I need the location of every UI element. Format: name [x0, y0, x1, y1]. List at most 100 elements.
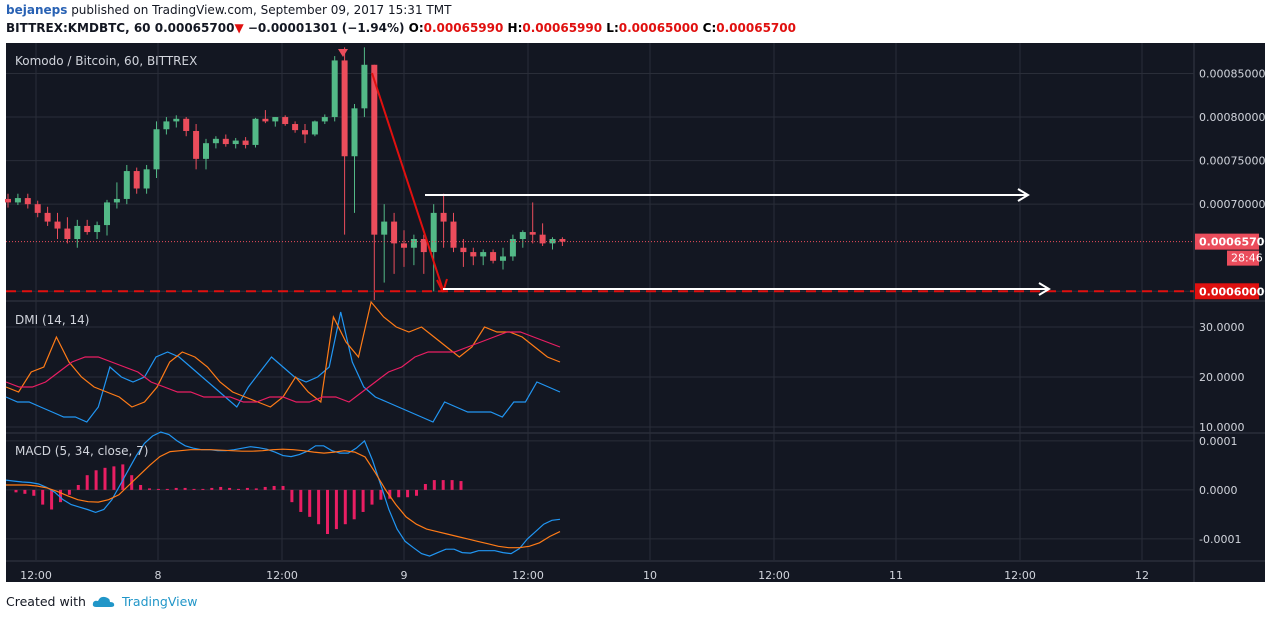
high-label: H: [507, 21, 523, 35]
candle-body [321, 117, 328, 122]
created-with-text: Created with [6, 594, 86, 609]
axes: 12:00 8 12:00 9 12:00 10 12:00 11 12:00 12 0.00085… [20, 67, 1270, 582]
chart-canvas[interactable]: Komodo / Bitcoin, 60, BITTREX DMI (14, 1… [0, 0, 1270, 590]
candle-body [252, 118, 259, 145]
last-price-badge [1195, 233, 1259, 250]
publish-line: bejaneps published on TradingView.com, S… [6, 3, 451, 17]
signal-line [6, 448, 561, 549]
candle-body [44, 212, 51, 222]
macd-histogram-bar [174, 487, 178, 490]
macd-histogram-bar [183, 487, 187, 490]
time-axis-tick: 12:00 [266, 569, 298, 582]
candle-body [371, 64, 378, 235]
macd-histogram-bar [254, 488, 258, 490]
macd-histogram-bar [50, 489, 54, 510]
macd-histogram-bar [210, 487, 214, 490]
candle-body [450, 221, 457, 248]
macd-histogram-bar [370, 489, 374, 505]
macd-histogram-bar [76, 484, 80, 490]
macd-histogram-bar [343, 489, 347, 525]
macd-histogram-bar [352, 489, 356, 520]
price-axis-tick: 0.00075000 [1199, 155, 1265, 168]
macd-histogram-bar [192, 488, 196, 490]
tradingview-link[interactable]: TradingView [121, 594, 198, 609]
time-axis-tick: 12:00 [512, 569, 544, 582]
candle-body [430, 212, 437, 253]
dmi-pane [5, 300, 561, 423]
macd-histogram-bar [450, 480, 454, 490]
macd-histogram-bar [441, 480, 445, 490]
dmi-pane-title: DMI (14, 14) [15, 313, 89, 327]
macd-histogram-bar [103, 467, 107, 490]
price-pane-title: Komodo / Bitcoin, 60, BITTREX [15, 54, 197, 68]
candle-body [54, 221, 61, 229]
dmi-axis-tick: 30.0000 [1199, 321, 1245, 334]
macd-histogram-bar [32, 489, 36, 496]
macd-histogram-bar [201, 488, 205, 490]
macd-histogram-bar [148, 488, 151, 490]
candle-body [490, 252, 497, 261]
macd-axis-tick: 0.0000 [1199, 484, 1238, 497]
candle-body [302, 130, 308, 135]
high-value: 0.00065990 [522, 21, 603, 35]
countdown-badge [1227, 250, 1259, 266]
macd-line [5, 431, 561, 557]
low-label: L: [606, 21, 619, 35]
open-value: 0.00065990 [423, 21, 504, 35]
candle-body [173, 118, 180, 122]
macd-histogram-bar [219, 486, 223, 490]
candle-body [480, 252, 487, 257]
price-change: −0.00001301 (−1.94%) [247, 21, 405, 35]
candle-body [133, 171, 140, 189]
candle-body [14, 198, 21, 203]
countdown-text: 28:46 [1231, 252, 1263, 265]
time-axis-tick: 12:00 [20, 569, 52, 582]
macd-histogram-bar [94, 470, 98, 490]
candle-body [232, 140, 239, 145]
macd-histogram-bar [432, 480, 436, 490]
macd-axis-tick: 0.0001 [1199, 435, 1238, 448]
candle-body [163, 121, 170, 130]
symbol-line: BITTREX:KMDBTC, 60 0.00065700▼ −0.000013… [6, 21, 796, 35]
candle-body [500, 256, 506, 261]
close-label: C: [702, 21, 717, 35]
support-badge [1195, 283, 1259, 300]
chart-background [6, 43, 1265, 582]
time-axis-tick: 12:00 [758, 569, 790, 582]
last-price-badge-text: 0.00065700 [1199, 236, 1270, 249]
candle-body [341, 60, 348, 157]
candle-body [5, 198, 11, 203]
candle-body [410, 239, 417, 248]
macd-histogram-bar [121, 464, 125, 490]
macd-histogram-bar [299, 489, 303, 512]
macd-histogram-bar [361, 489, 365, 512]
candle-body [222, 138, 229, 145]
candle-body [391, 221, 398, 244]
candle-body [381, 221, 388, 235]
open-label: O: [408, 21, 424, 35]
candle-body [143, 169, 150, 189]
candle-body [311, 121, 318, 135]
candle-body [242, 140, 249, 145]
macd-histogram-bar [379, 489, 383, 500]
macd-histogram-bar [41, 489, 45, 505]
macd-histogram-bar [263, 486, 267, 490]
macd-histogram-bar [139, 484, 143, 490]
candle-body [212, 138, 219, 144]
macd-histogram-bar [388, 489, 392, 499]
macd-axis-tick: -0.0001 [1199, 533, 1241, 546]
candle-body [183, 118, 190, 131]
low-value: 0.00065000 [618, 21, 699, 35]
candle-body [460, 247, 467, 253]
author-name[interactable]: bejaneps [6, 3, 68, 17]
drawings [6, 49, 1194, 296]
candle-body [272, 117, 279, 122]
candle-body [94, 225, 101, 233]
macd-histogram-bar [272, 485, 276, 490]
grid [6, 43, 1265, 582]
candle-body [24, 198, 31, 205]
macd-histogram-bar [459, 481, 463, 490]
macd-histogram-bar [326, 489, 329, 535]
candle-body [74, 225, 81, 240]
macd-histogram-bar [59, 489, 62, 503]
